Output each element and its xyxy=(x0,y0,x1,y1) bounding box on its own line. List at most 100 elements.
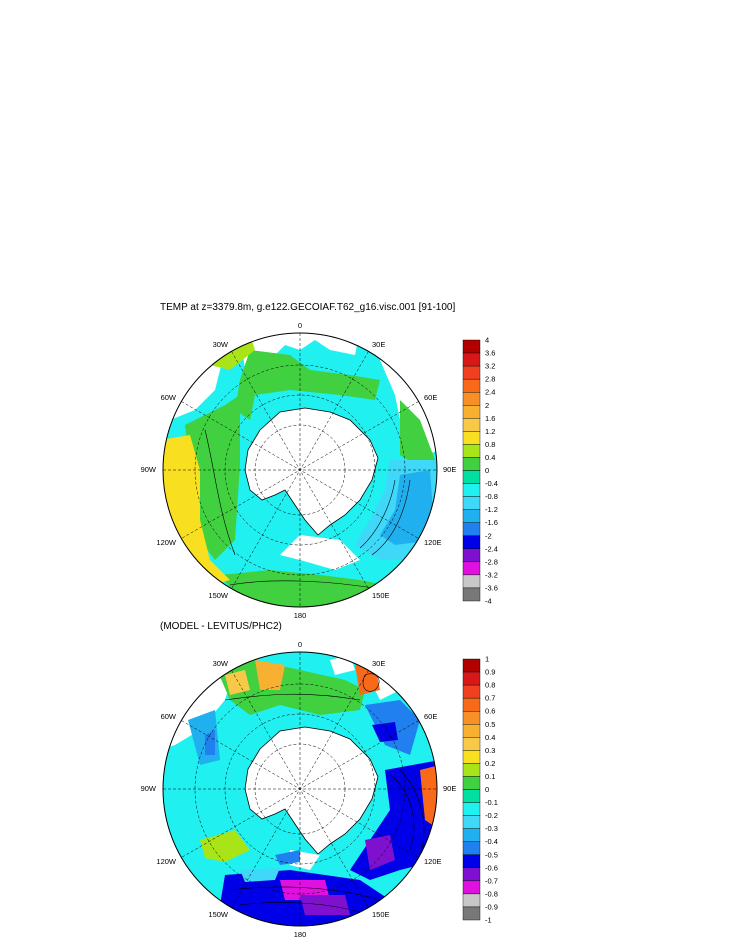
map2-colorbar-swatch xyxy=(462,697,481,712)
map1-colorbar-swatch xyxy=(462,365,481,380)
map2-colorbar-swatch xyxy=(462,828,481,842)
map2-colorbar-tick-label: -1 xyxy=(485,916,492,925)
map1-colorbar-swatch xyxy=(462,509,481,523)
map1-colorbar-swatch xyxy=(462,431,481,445)
map1-colorbar-tick-label: 0 xyxy=(485,466,489,475)
map1-colorbar-tick-label: 2.8 xyxy=(485,375,495,384)
map1-lon-label-120e: 120E xyxy=(424,538,442,547)
map1-colorbar-tick-label: 1.2 xyxy=(485,427,495,436)
map1-lon-label-120w: 120W xyxy=(156,538,177,547)
map2-lon-label-90w: 90W xyxy=(141,784,157,793)
map1-lon-label-90e: 90E xyxy=(443,465,456,474)
map1-colorbar-swatch xyxy=(462,339,481,354)
map2-lon-label-120w: 120W xyxy=(156,857,177,866)
map2-colorbar-swatch xyxy=(462,880,481,895)
map2-colorbar-tick-label: -0.7 xyxy=(485,876,498,885)
map2-colorbar-swatch xyxy=(462,684,481,699)
map2-lon-label-180: 180 xyxy=(294,930,307,939)
map2-colorbar-tick-label: -0.4 xyxy=(485,837,498,846)
map2-colorbar-tick-label: 0.8 xyxy=(485,681,495,690)
map1-colorbar-swatch xyxy=(462,470,481,484)
map2-colorbar-swatch xyxy=(462,854,481,869)
map2-lon-label-30e: 30E xyxy=(372,659,385,668)
map2-colorbar-tick-label: 0.3 xyxy=(485,746,495,755)
map1-colorbar-swatch xyxy=(462,444,481,458)
map1-colorbar-tick-label: -2 xyxy=(485,531,492,540)
map1-colorbar-swatch xyxy=(462,548,481,563)
map2-colorbar-tick-label: 0.6 xyxy=(485,707,495,716)
map2-colorbar-tick-label: -0.8 xyxy=(485,889,498,898)
map1-lon-label-60w: 60W xyxy=(161,393,177,402)
map1-colorbar-swatch xyxy=(462,574,481,589)
map2-lon-label-90e: 90E xyxy=(443,784,456,793)
map1-lon-label-150w: 150W xyxy=(208,591,229,600)
map1-colorbar-tick-label: 3.2 xyxy=(485,362,495,371)
map1-colorbar-swatch xyxy=(462,418,481,432)
map2-colorbar-tick-label: 0.7 xyxy=(485,694,495,703)
map2-colorbar-tick-label: 0.1 xyxy=(485,772,495,781)
map2-title: (MODEL - LEVITUS/PHC2) xyxy=(160,621,282,632)
map1-lon-label-90w: 90W xyxy=(141,465,157,474)
map2-lon-label-30w: 30W xyxy=(213,659,229,668)
map2-colorbar-swatch xyxy=(462,737,481,751)
map2-lon-label-150e: 150E xyxy=(372,910,390,919)
map1-colorbar-swatch xyxy=(462,483,481,497)
map2-colorbar-swatch xyxy=(462,763,481,777)
map2-colorbar-tick-label: -0.9 xyxy=(485,902,498,911)
map2-lon-label-60e: 60E xyxy=(424,712,437,721)
map1-colorbar-tick-label: 0.8 xyxy=(485,440,495,449)
map1-colorbar-swatch xyxy=(462,587,481,602)
map1-field xyxy=(163,333,437,607)
map1-colorbar-tick-label: -3.6 xyxy=(485,583,498,592)
map2-colorbar-tick-label: 0.5 xyxy=(485,720,495,729)
map1-colorbar-tick-label: 3.6 xyxy=(485,349,495,358)
map2-colorbar: 1 0.9 0.8 0.7 0.6 0.5 0.4 0.3 0.2 0.1 0 -0.1 -0.2 -0.… xyxy=(462,655,498,925)
map1-title: TEMP at z=3379.8m, g.e122.GECOIAF.T62_g1… xyxy=(160,302,456,313)
map1-colorbar-tick-label: -1.2 xyxy=(485,505,498,514)
map2-colorbar-swatch xyxy=(462,789,481,803)
map1-lon-label-150e: 150E xyxy=(372,591,390,600)
map1-colorbar-tick-label: -3.2 xyxy=(485,570,498,579)
map1-colorbar-tick-label: -1.6 xyxy=(485,518,498,527)
map1-colorbar: 4 3.6 3.2 2.8 2.4 2 1.6 1.2 0.8 0.4 0 -0.4 -0.8 -1.2 -… xyxy=(462,336,498,606)
map2-colorbar-swatch xyxy=(462,906,481,921)
map1-lon-label-60e: 60E xyxy=(424,393,437,402)
map1-colorbar-tick-label: 0.4 xyxy=(485,453,495,462)
map2-colorbar-tick-label: -0.5 xyxy=(485,850,498,859)
map1-colorbar-tick-label: -4 xyxy=(485,597,492,606)
map2-colorbar-swatch xyxy=(462,776,481,790)
map1-colorbar-swatch xyxy=(462,457,481,471)
map1-lon-label-30w: 30W xyxy=(213,340,229,349)
map2-lon-label-120e: 120E xyxy=(424,857,442,866)
map1-colorbar-tick-label: 4 xyxy=(485,336,489,345)
map1: 0 30E 60E 90E 120E 150E 180 150W 120W 90… xyxy=(141,321,457,620)
map1-colorbar-tick-label: 2 xyxy=(485,401,489,410)
map1-colorbar-tick-label: -2.8 xyxy=(485,557,498,566)
map2-lon-label-60w: 60W xyxy=(161,712,177,721)
map2-colorbar-swatch xyxy=(462,815,481,829)
map2-colorbar-swatch xyxy=(462,711,481,725)
map1-colorbar-tick-label: 2.4 xyxy=(485,388,495,397)
map2-lon-label-0: 0 xyxy=(298,640,302,649)
map2-colorbar-swatch xyxy=(462,893,481,908)
map2-colorbar-tick-label: 0.2 xyxy=(485,759,495,768)
map1-colorbar-tick-label: -0.4 xyxy=(485,479,498,488)
map1-colorbar-tick-label: -2.4 xyxy=(485,544,498,553)
map2-colorbar-swatch xyxy=(462,867,481,882)
map1-colorbar-swatch xyxy=(462,522,481,536)
map2-colorbar-swatch xyxy=(462,750,481,764)
map2-colorbar-tick-label: 0.9 xyxy=(485,668,495,677)
map2-colorbar-tick-label: -0.3 xyxy=(485,824,498,833)
map1-lon-label-0: 0 xyxy=(298,321,302,330)
map1-lon-label-180: 180 xyxy=(294,611,307,620)
map1-colorbar-swatch xyxy=(462,392,481,406)
map2-colorbar-tick-label: -0.2 xyxy=(485,811,498,820)
map2-colorbar-tick-label: -0.1 xyxy=(485,798,498,807)
map2-colorbar-swatch xyxy=(462,671,481,686)
map1-colorbar-swatch xyxy=(462,378,481,393)
map2-colorbar-swatch xyxy=(462,724,481,738)
map2-colorbar-swatch xyxy=(462,802,481,816)
map1-colorbar-swatch xyxy=(462,496,481,510)
map1-colorbar-swatch xyxy=(462,535,481,550)
